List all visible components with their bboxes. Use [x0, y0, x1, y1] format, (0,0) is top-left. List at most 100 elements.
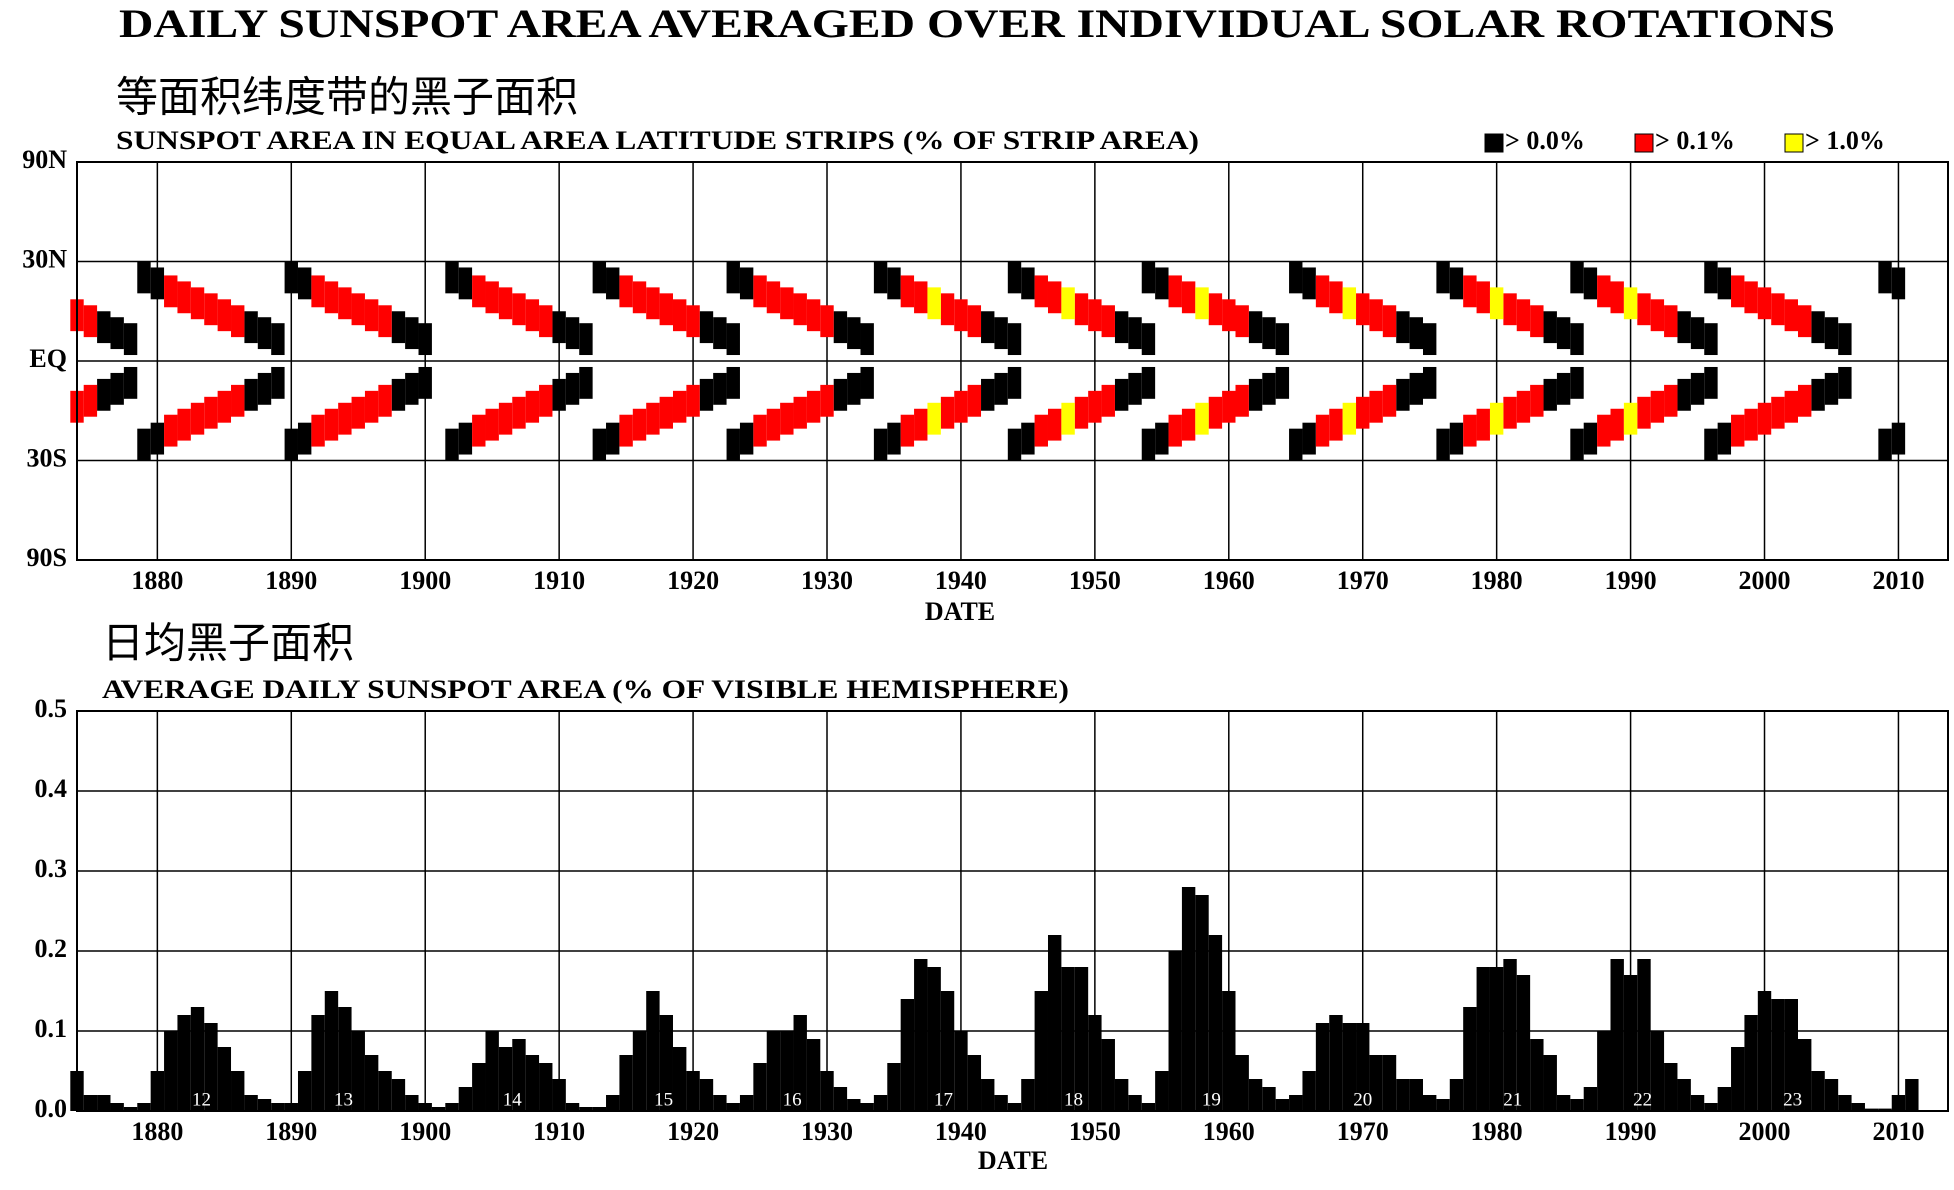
- bar: [981, 1079, 995, 1111]
- bar: [1222, 991, 1236, 1111]
- strip-cell: [1891, 267, 1906, 300]
- strip-cell: [726, 261, 740, 294]
- strip-cell: [1744, 281, 1758, 314]
- bar: [713, 1095, 727, 1111]
- strip-cell: [1650, 390, 1665, 423]
- strip-cell: [1717, 267, 1732, 300]
- strip-cell: [1101, 305, 1115, 338]
- strip-cell: [914, 281, 928, 314]
- strip-cell: [793, 396, 807, 429]
- strip-cell: [606, 422, 620, 455]
- bar: [1208, 935, 1223, 1111]
- strip-cell: [847, 317, 861, 350]
- strip-cell: [498, 287, 513, 320]
- strip-cell: [1570, 428, 1584, 461]
- strip-cell: [1141, 261, 1156, 294]
- cycle-label: 16: [783, 1089, 802, 1110]
- chart-title: SUNSPOT AREA IN EQUAL AREA LATITUDE STRI…: [116, 126, 1199, 155]
- strip-cell: [539, 384, 553, 417]
- bar: [1583, 1087, 1598, 1111]
- bar: [391, 1079, 406, 1111]
- bar: [324, 991, 339, 1111]
- x-tick-label: 1960: [1203, 1117, 1255, 1146]
- strip-cell: [83, 305, 98, 338]
- strip-cell: [753, 275, 767, 308]
- bar: [1516, 975, 1531, 1111]
- strip-cell: [1891, 422, 1906, 455]
- strip-cell: [1315, 414, 1330, 447]
- strip-cell: [1034, 414, 1048, 447]
- strip-cell: [445, 261, 459, 294]
- strip-cell: [1530, 384, 1544, 417]
- strip-cell: [1302, 422, 1316, 455]
- strip-cell: [994, 317, 1008, 350]
- strip-cell: [97, 311, 111, 344]
- strip-cell: [1476, 281, 1490, 314]
- x-axis-label: DATE: [925, 597, 995, 626]
- bar: [1302, 1071, 1316, 1111]
- bar: [539, 1063, 553, 1111]
- strip-cell: [1623, 287, 1638, 320]
- strip-cell: [753, 414, 767, 447]
- strip-cell: [1797, 384, 1812, 417]
- strip-cell: [1168, 275, 1182, 308]
- bar: [1262, 1087, 1276, 1111]
- bar: [1047, 935, 1062, 1111]
- bar: [204, 1023, 218, 1111]
- strip-cell: [204, 396, 218, 429]
- bar: [686, 1071, 700, 1111]
- strip-cell: [1463, 414, 1477, 447]
- bar: [458, 1087, 473, 1111]
- strip-cell: [887, 267, 901, 300]
- strip-cell: [900, 414, 915, 447]
- bar: [1690, 1095, 1705, 1111]
- x-axis-label: DATE: [978, 1146, 1048, 1175]
- strip-cell: [1704, 428, 1718, 461]
- strip-cell: [820, 305, 834, 338]
- strip-cell: [1516, 299, 1531, 332]
- strip-cell: [552, 378, 566, 411]
- bar: [418, 1103, 432, 1111]
- bar: [1704, 1103, 1718, 1111]
- strip-cell: [1664, 384, 1678, 417]
- bar: [1061, 967, 1075, 1111]
- cycle-label: 15: [654, 1089, 673, 1110]
- strip-cell: [1690, 372, 1705, 405]
- bar: [123, 1107, 138, 1111]
- strip-cell: [164, 275, 178, 308]
- y-tick-label: 90N: [22, 145, 67, 174]
- strip-cell: [1516, 390, 1531, 423]
- x-tick-label: 2010: [1872, 1117, 1924, 1146]
- strip-cell: [525, 299, 540, 332]
- strip-cell: [364, 390, 379, 423]
- bar: [659, 1015, 673, 1111]
- strip-cell: [284, 261, 298, 294]
- x-tick-label: 1960: [1203, 566, 1255, 595]
- x-tick-label: 1940: [935, 1117, 987, 1146]
- strip-cell: [579, 323, 593, 356]
- bar: [887, 1063, 901, 1111]
- strip-cell: [512, 396, 526, 429]
- bar: [1436, 1099, 1450, 1111]
- x-tick-label: 2000: [1739, 1117, 1791, 1146]
- bar: [498, 1047, 513, 1111]
- strip-cell: [1141, 323, 1156, 356]
- x-tick-label: 2000: [1739, 566, 1791, 595]
- bar: [257, 1099, 272, 1111]
- strip-cell: [324, 281, 339, 314]
- bar: [1409, 1079, 1423, 1111]
- strip-cell: [324, 408, 339, 441]
- strip-cell: [887, 422, 901, 455]
- strip-cell: [1677, 378, 1691, 411]
- bar: [847, 1099, 861, 1111]
- bar: [431, 1107, 446, 1111]
- strip-cell: [1704, 366, 1718, 399]
- strip-cell: [619, 275, 633, 308]
- strip-cell: [1744, 408, 1758, 441]
- strip-cell: [1356, 396, 1370, 429]
- strip-cell: [1289, 261, 1303, 294]
- strip-cell: [177, 408, 191, 441]
- bar: [1757, 991, 1772, 1111]
- strip-cell: [1021, 267, 1035, 300]
- bar: [351, 1031, 365, 1111]
